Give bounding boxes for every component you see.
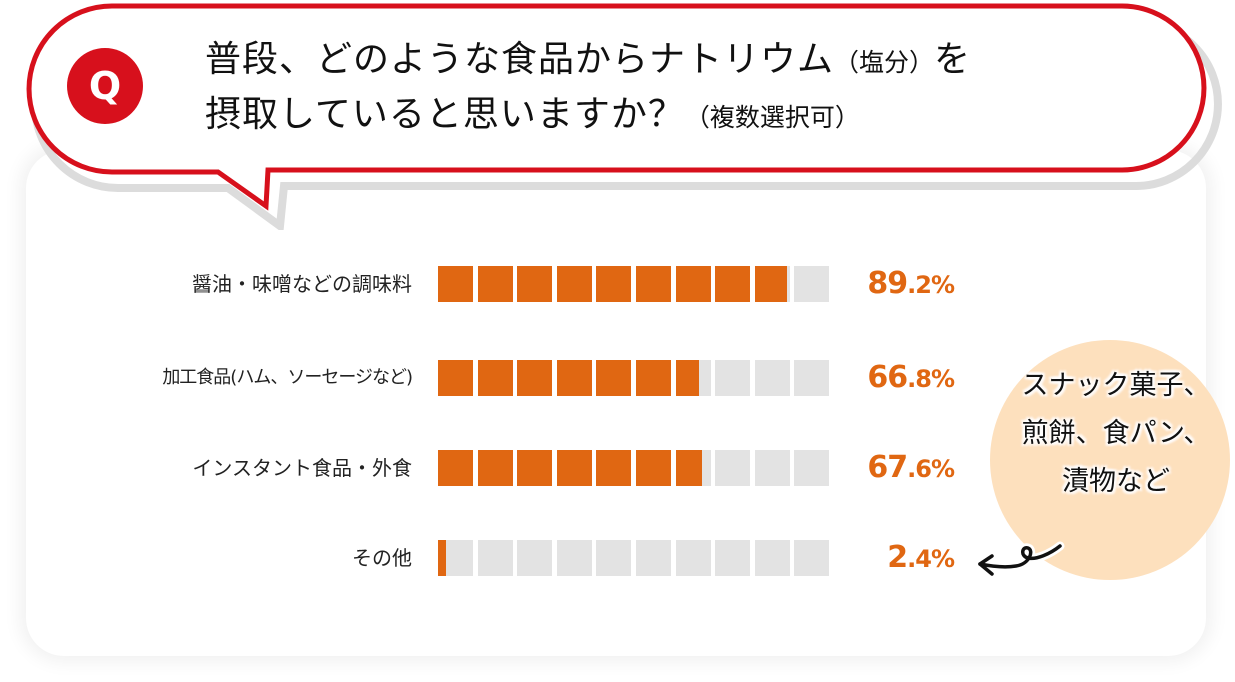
bar-segment-fill <box>596 450 632 486</box>
bar-segment <box>596 540 632 576</box>
bar-segment <box>517 540 553 576</box>
chart-row: 加工食品(ハム、ソーセージなど) 66.8% <box>0 358 1000 398</box>
curly-arrow-icon <box>975 541 1065 576</box>
bar-segment-fill <box>517 450 553 486</box>
bar-segment-fill <box>438 266 473 302</box>
segmented-bar <box>438 450 834 486</box>
segmented-bar <box>438 360 834 396</box>
question-line-1: 普段、どのような食品からナトリウム（塩分）を <box>205 39 972 80</box>
row-label: 加工食品(ハム、ソーセージなど) <box>162 367 413 388</box>
bar-segment-fill <box>517 266 553 302</box>
bar-segment <box>556 266 592 302</box>
chart-row: その他 2.4% <box>0 538 1000 578</box>
row-percentage: 89.2% <box>867 266 955 301</box>
bar-segment <box>596 360 632 396</box>
bar-segment-fill <box>675 266 711 302</box>
chart-row: インスタント食品・外食 67.6% <box>0 448 1000 488</box>
bar-segment <box>556 360 592 396</box>
bar-segment <box>754 360 790 396</box>
bar-segment-fill <box>754 266 787 302</box>
bar-segment <box>556 450 592 486</box>
bar-segment <box>675 450 711 486</box>
bar-segment <box>438 450 473 486</box>
bar-segment <box>715 450 751 486</box>
bar-segment <box>754 540 790 576</box>
row-percentage: 66.8% <box>867 360 955 395</box>
bar-segment <box>517 450 553 486</box>
segmented-bar <box>438 540 834 576</box>
bar-segment-fill <box>596 360 632 396</box>
bar-segment <box>636 540 671 576</box>
bar-segment-fill <box>438 540 447 576</box>
note-text: スナック菓子、 煎餅、食パン、 漬物など <box>1021 370 1211 497</box>
bar-segment <box>438 540 473 576</box>
question-badge-letter: Q <box>88 64 122 108</box>
bar-segment <box>794 540 830 576</box>
bar-segment <box>715 540 751 576</box>
row-label: インスタント食品・外食 <box>192 456 412 480</box>
bar-segment <box>438 266 473 302</box>
bar-segment-fill <box>675 450 703 486</box>
bar-segment-fill <box>556 360 592 396</box>
bar-segment <box>556 540 592 576</box>
segmented-bar <box>438 266 834 302</box>
bar-segment-fill <box>596 266 632 302</box>
bar-segment-fill <box>636 360 671 396</box>
bar-segment-fill <box>438 360 473 396</box>
bar-segment-fill <box>715 266 751 302</box>
speech-bubble <box>26 3 1222 230</box>
bar-segment <box>477 266 513 302</box>
bar-segment-fill <box>438 450 473 486</box>
bar-segment <box>636 450 671 486</box>
bar-segment-fill <box>477 360 513 396</box>
bar-segment <box>794 450 830 486</box>
bar-segment <box>477 450 513 486</box>
bar-segment <box>517 266 553 302</box>
bar-segment <box>675 540 711 576</box>
bar-segment <box>675 360 711 396</box>
bar-segment <box>636 266 671 302</box>
bar-segment <box>715 266 751 302</box>
question-title: 普段、どのような食品からナトリウム（塩分）を 摂取していると思いますか？（複数選… <box>205 34 1105 144</box>
row-percentage: 67.6% <box>867 450 955 485</box>
bar-segment <box>596 266 632 302</box>
bar-segment-fill <box>477 450 513 486</box>
bar-segment <box>675 266 711 302</box>
bar-segment <box>715 360 751 396</box>
bar-segment-fill <box>675 360 700 396</box>
bar-segment <box>517 360 553 396</box>
question-line-2: 摂取していると思いますか？（複数選択可） <box>205 94 860 135</box>
bar-segment-fill <box>477 266 513 302</box>
bar-segment <box>754 266 790 302</box>
note-bubble <box>990 340 1230 580</box>
bar-segment <box>794 360 830 396</box>
row-label: その他 <box>352 546 412 570</box>
bar-segment <box>794 266 830 302</box>
bar-segment-fill <box>636 266 671 302</box>
bar-segment-fill <box>517 360 553 396</box>
bar-segment <box>636 360 671 396</box>
bar-segment <box>438 360 473 396</box>
bar-segment-fill <box>556 266 592 302</box>
question-badge: Q <box>67 48 143 124</box>
row-percentage: 2.4% <box>887 540 955 575</box>
bar-segment <box>477 540 513 576</box>
chart-row: 醤油・味噌などの調味料 89.2% <box>0 264 1000 304</box>
bar-segment-fill <box>556 450 592 486</box>
bar-segment <box>596 450 632 486</box>
bar-segment <box>754 450 790 486</box>
bar-segment <box>477 360 513 396</box>
row-label: 醤油・味噌などの調味料 <box>192 272 412 296</box>
bar-segment-fill <box>636 450 671 486</box>
